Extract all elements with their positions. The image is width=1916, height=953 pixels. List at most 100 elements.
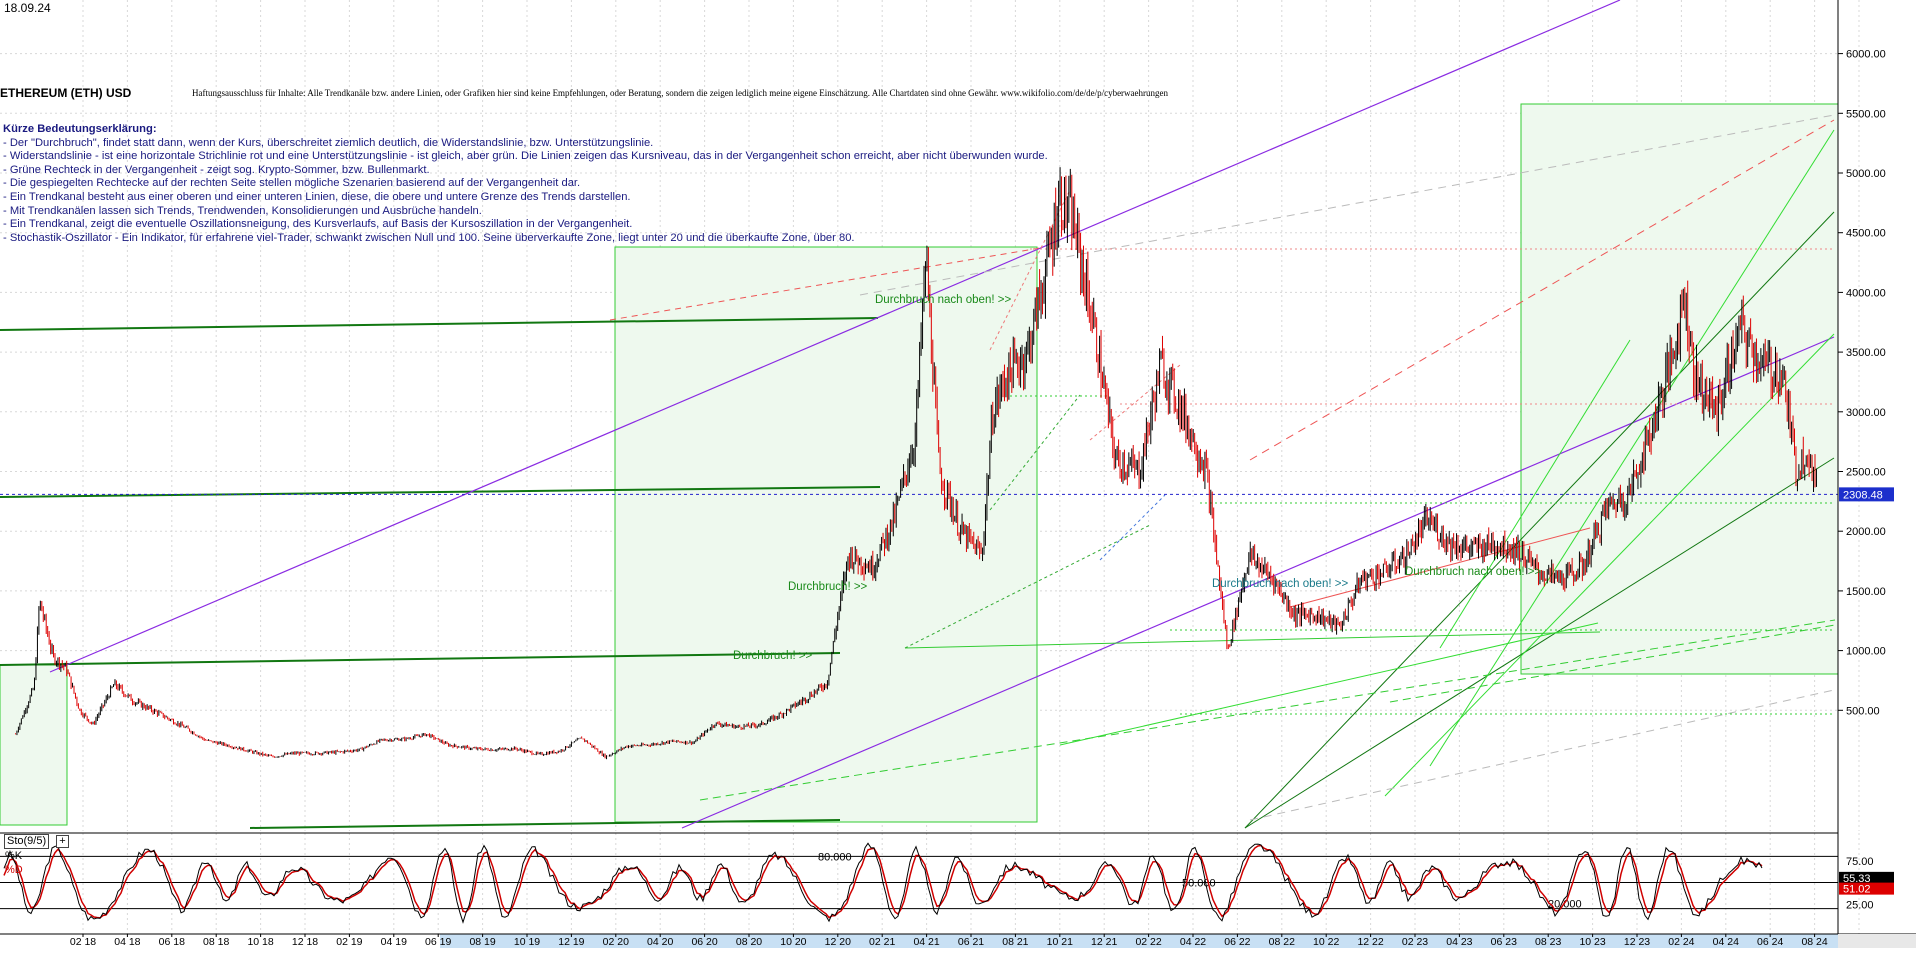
time-tick-label: 12 18 bbox=[292, 936, 318, 948]
legend-line: - Die gespiegelten Rechtecke auf der rec… bbox=[3, 177, 581, 190]
trend-line bbox=[249, 819, 841, 829]
time-tick-label: 08 23 bbox=[1535, 936, 1561, 948]
trend-line bbox=[1389, 624, 1836, 703]
trend-line bbox=[1289, 527, 1591, 608]
axis-corner bbox=[1838, 934, 1916, 948]
time-tick-label: 08 24 bbox=[1801, 936, 1827, 948]
legend-line: - Stochastik-Oszillator - Ein Indikator,… bbox=[3, 231, 855, 244]
trend-line bbox=[859, 114, 1835, 296]
trend-line bbox=[1089, 364, 1181, 441]
time-tick-label: 04 19 bbox=[381, 936, 407, 948]
annotation-breakout: Durchbruch nach oben! >> bbox=[875, 294, 1012, 306]
indicator-name[interactable]: Sto(9/5) bbox=[4, 834, 50, 849]
annotation-breakout: Durchbruch! >> bbox=[733, 650, 813, 662]
trend-lines bbox=[0, 0, 1836, 829]
time-tick-label: 08 20 bbox=[736, 936, 762, 948]
stochastic-axis-label: 75.00 bbox=[1846, 856, 1874, 868]
legend-heading: Kürze Bedeutungserklärung: bbox=[3, 123, 157, 135]
time-tick-label: 06 18 bbox=[159, 936, 185, 948]
time-tick-label: 10 21 bbox=[1047, 936, 1073, 948]
legend-line: - Grüne Rechteck in der Vergangenheit - … bbox=[3, 163, 430, 176]
time-tick-label: 02 18 bbox=[70, 936, 96, 948]
k-value-badge bbox=[1839, 871, 1894, 884]
trend-line bbox=[1384, 333, 1835, 797]
trend-line bbox=[904, 631, 1601, 649]
time-tick-label: 08 18 bbox=[203, 936, 229, 948]
chart-title: ETHEREUM (ETH) USD bbox=[0, 86, 132, 100]
time-tick-label: 12 19 bbox=[558, 936, 584, 948]
time-axis: 02 18 04 18 06 18 08 18 10 18 12 18 02 19 04 19… bbox=[0, 933, 1916, 948]
time-tick-label: 06 19 bbox=[425, 936, 451, 948]
legend-line: - Ein Trendkanal, zeigt die eventuelle O… bbox=[3, 218, 633, 231]
time-tick-label: 04 18 bbox=[114, 936, 140, 948]
chart-date: 18.09.24 bbox=[4, 1, 51, 15]
stochastic-level-label: 80.000 bbox=[818, 851, 852, 863]
trend-line bbox=[1244, 211, 1835, 829]
current-price-label: 2308.48 bbox=[1843, 489, 1883, 501]
time-tick-label: 10 19 bbox=[514, 936, 540, 948]
time-tick-label: 02 20 bbox=[603, 936, 629, 948]
price-tick-label: 6500.00 bbox=[1846, 0, 1886, 1]
time-tick-label: 04 23 bbox=[1446, 936, 1472, 948]
annotation-breakout: Durchbruch nach oben! >> bbox=[1405, 566, 1542, 578]
time-tick-label: 08 21 bbox=[1002, 936, 1028, 948]
legend: Kürze Bedeutungserklärung: - Der "Durchb… bbox=[3, 123, 1048, 245]
trend-line bbox=[1249, 119, 1835, 461]
time-tick-label: 06 22 bbox=[1224, 936, 1250, 948]
time-tick-label: 08 22 bbox=[1269, 936, 1295, 948]
time-tick-label: 02 22 bbox=[1135, 936, 1161, 948]
price-tick-label: 2000.00 bbox=[1846, 526, 1886, 538]
time-tick-label: 02 21 bbox=[869, 936, 895, 948]
trend-line bbox=[1439, 339, 1631, 649]
time-tick-label: 12 22 bbox=[1357, 936, 1383, 948]
price-series bbox=[14, 167, 1817, 760]
time-tick-label: 10 18 bbox=[247, 936, 273, 948]
trend-line bbox=[609, 247, 1041, 321]
annotation-breakout: Durchbruch! >> bbox=[788, 581, 868, 593]
trend-line bbox=[49, 0, 1621, 673]
annotation-breakout: Durchbruch nach oben! >> bbox=[1212, 578, 1349, 590]
time-tick-label: 04 21 bbox=[913, 936, 939, 948]
time-tick-label: 10 23 bbox=[1579, 936, 1605, 948]
time-tick-label: 02 23 bbox=[1402, 936, 1428, 948]
time-tick-label: 02 19 bbox=[336, 936, 362, 948]
price-tick-label: 5500.00 bbox=[1846, 108, 1886, 120]
price-axis: 6500.00 6000.00 5500.00 5000.00 4500.00 4000.… bbox=[1837, 0, 1894, 948]
price-tick-label: 2500.00 bbox=[1846, 467, 1886, 479]
trend-line bbox=[904, 524, 1151, 649]
time-tick-label: 06 20 bbox=[691, 936, 717, 948]
time-tick-label: 10 22 bbox=[1313, 936, 1339, 948]
time-tick-label: 02 24 bbox=[1668, 936, 1694, 948]
price-tick-label: 1000.00 bbox=[1846, 646, 1886, 658]
time-tick-label: 06 23 bbox=[1491, 936, 1517, 948]
trend-line bbox=[681, 336, 1835, 829]
trend-line bbox=[0, 652, 841, 666]
bull-market-rect bbox=[0, 664, 68, 826]
time-tick-label: 12 20 bbox=[825, 936, 851, 948]
trend-line bbox=[699, 619, 1836, 801]
time-tick-label: 08 19 bbox=[469, 936, 495, 948]
time-tick-label: 10 20 bbox=[780, 936, 806, 948]
bull-market-rect bbox=[1520, 103, 1839, 675]
time-tick-label: 06 24 bbox=[1757, 936, 1783, 948]
trend-line bbox=[1249, 689, 1835, 821]
d-value-label: 51.02 bbox=[1843, 884, 1871, 896]
price-tick-label: 1500.00 bbox=[1846, 586, 1886, 598]
disclaimer-text: Haftungsausschluss für Inhalte: Alle Tre… bbox=[192, 88, 1169, 98]
trend-line bbox=[1429, 129, 1835, 767]
stochastic-k-line bbox=[3, 842, 1763, 924]
time-tick-label: 04 22 bbox=[1180, 936, 1206, 948]
time-tick-label: 12 21 bbox=[1091, 936, 1117, 948]
price-tick-label: 5000.00 bbox=[1846, 168, 1886, 180]
price-tick-label: 3000.00 bbox=[1846, 407, 1886, 419]
add-indicator-button[interactable]: + bbox=[56, 835, 69, 848]
price-tick-label: 500.00 bbox=[1846, 705, 1880, 717]
legend-line: - Mit Trendkanälen lassen sich Trends, T… bbox=[3, 204, 482, 217]
stochastic-axis-label: 25.00 bbox=[1846, 899, 1874, 911]
k-label: %K bbox=[5, 850, 23, 862]
legend-line: - Widerstandslinie - ist eine horizontal… bbox=[3, 150, 1048, 163]
trend-line bbox=[1059, 622, 1599, 746]
trend-line bbox=[0, 486, 881, 498]
